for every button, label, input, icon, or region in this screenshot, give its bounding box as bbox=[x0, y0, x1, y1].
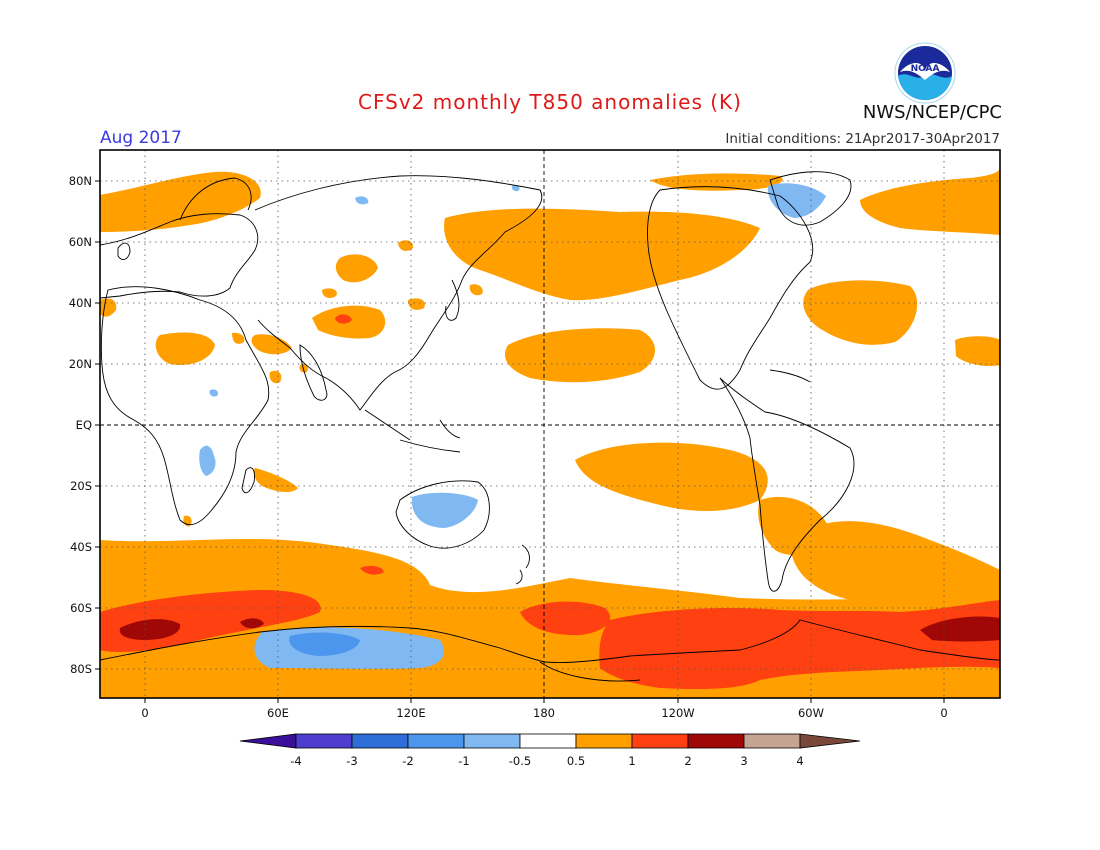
lat-label: 20N bbox=[68, 357, 92, 371]
noaa-logo: NOAA bbox=[894, 42, 956, 104]
lat-label: 20S bbox=[70, 479, 92, 493]
colorbar-label: 4 bbox=[796, 754, 804, 768]
colorbar-label: 1 bbox=[628, 754, 636, 768]
map-frame bbox=[99, 149, 1001, 699]
logo-text: NOAA bbox=[911, 64, 940, 74]
lon-label: 120E bbox=[396, 706, 426, 720]
lat-label: 60S bbox=[70, 601, 92, 615]
axis-ticks bbox=[95, 180, 945, 703]
lat-label: 40N bbox=[68, 296, 92, 310]
forecast-period: Aug 2017 bbox=[100, 128, 182, 148]
colorbar-label: -4 bbox=[290, 754, 302, 768]
agency-label: NWS/NCEP/CPC bbox=[862, 102, 1002, 123]
colorbar-label: -0.5 bbox=[508, 754, 532, 768]
initial-conditions: Initial conditions: 21Apr2017-30Apr2017 bbox=[725, 131, 1000, 147]
lat-label: 80S bbox=[70, 662, 92, 676]
anomaly-cool-1-2 bbox=[289, 632, 360, 656]
colorbar-label: 3 bbox=[740, 754, 748, 768]
lon-label: 120W bbox=[661, 706, 695, 720]
coastlines bbox=[100, 171, 1000, 682]
colorbar-bin-9 bbox=[743, 733, 801, 749]
colorbar-min-arrow bbox=[239, 733, 297, 749]
colorbar-label: -1 bbox=[458, 754, 470, 768]
colorbar-label: -3 bbox=[346, 754, 358, 768]
grid-lines bbox=[100, 150, 1000, 698]
lon-label: 60W bbox=[797, 706, 824, 720]
colorbar-label: 0.5 bbox=[566, 754, 586, 768]
chart-title: CFSv2 monthly T850 anomalies (K) bbox=[358, 90, 742, 114]
colorbar-label: -2 bbox=[402, 754, 414, 768]
lat-label: 60N bbox=[68, 235, 92, 249]
colorbar-bin-6 bbox=[575, 733, 633, 749]
anomaly-warm-2-3 bbox=[119, 616, 1000, 642]
colorbar-bin-2 bbox=[351, 733, 409, 749]
colorbar-bin-1 bbox=[295, 733, 353, 749]
reference-lines bbox=[100, 150, 1000, 698]
lon-label: 180 bbox=[533, 706, 555, 720]
lon-label: 60E bbox=[267, 706, 289, 720]
colorbar-bin-4 bbox=[463, 733, 521, 749]
lat-label: 80N bbox=[68, 174, 92, 188]
colorbar bbox=[239, 733, 861, 749]
colorbar-bin-3 bbox=[407, 733, 465, 749]
colorbar-bin-8 bbox=[687, 733, 745, 749]
colorbar-bin-5 bbox=[519, 733, 577, 749]
lat-label: EQ bbox=[75, 418, 92, 432]
lat-label: 40S bbox=[70, 540, 92, 554]
lon-label: 0 bbox=[940, 706, 948, 720]
colorbar-max-arrow bbox=[799, 733, 861, 749]
colorbar-label: 2 bbox=[684, 754, 692, 768]
lon-label: 0 bbox=[141, 706, 149, 720]
colorbar-bin-7 bbox=[631, 733, 689, 749]
